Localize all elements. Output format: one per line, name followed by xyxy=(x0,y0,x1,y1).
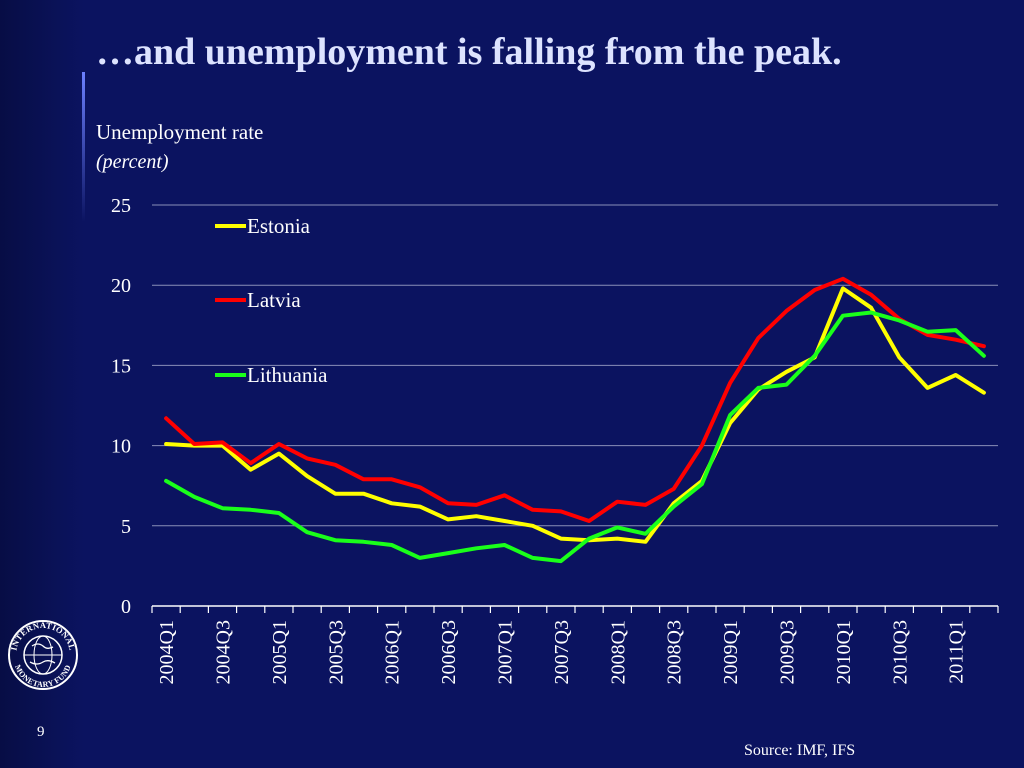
x-axis: 2004Q1 2004Q3 2005Q1 2005Q3 2006Q1 2006Q3 2007… xyxy=(151,605,999,684)
x-tick-label-2004Q3: 2004Q3 xyxy=(213,620,235,684)
x-tick-label-2008Q3: 2008Q3 xyxy=(664,620,686,684)
legend: Estonia Latvia Lithuania xyxy=(215,214,328,387)
source-note: Source: IMF, IFS xyxy=(744,742,856,759)
series-line-lithuania xyxy=(164,310,986,564)
x-tick-label-2010Q1: 2010Q1 xyxy=(833,620,855,684)
legend-label-estonia: Estonia xyxy=(247,214,311,238)
left-accent-rule xyxy=(82,72,85,222)
legend-label-latvia: Latvia xyxy=(247,288,301,312)
x-tick-label-2007Q3: 2007Q3 xyxy=(551,620,573,684)
svg-text:MONETARY FUND: MONETARY FUND xyxy=(13,663,73,689)
page-number: 9 xyxy=(37,724,45,740)
chart-unit-label: (percent) xyxy=(96,151,169,173)
x-tick-label-2007Q1: 2007Q1 xyxy=(495,620,517,684)
series-lines xyxy=(164,276,986,564)
x-tick-label-2008Q1: 2008Q1 xyxy=(607,620,629,684)
y-tick-label-10: 10 xyxy=(111,436,131,458)
series-line-estonia xyxy=(164,286,986,544)
x-tick-label-2009Q1: 2009Q1 xyxy=(720,620,742,684)
x-tick-label-2010Q3: 2010Q3 xyxy=(889,620,911,684)
y-tick-label-5: 5 xyxy=(121,516,131,538)
left-decor-band xyxy=(0,0,84,768)
page-title: …and unemployment is falling from the pe… xyxy=(96,31,842,73)
series-line-latvia xyxy=(164,276,986,523)
y-tick-label-0: 0 xyxy=(121,596,131,618)
x-tick-label-2005Q3: 2005Q3 xyxy=(325,620,347,684)
x-tick-label-2011Q1: 2011Q1 xyxy=(946,620,968,684)
chart-title: Unemployment rate xyxy=(96,120,264,144)
x-tick-label-2006Q3: 2006Q3 xyxy=(438,620,460,684)
y-tick-label-25: 25 xyxy=(111,195,131,217)
x-tick-label-2009Q3: 2009Q3 xyxy=(777,620,799,684)
y-tick-label-20: 20 xyxy=(111,275,131,297)
x-tick-label-2004Q1: 2004Q1 xyxy=(156,620,178,684)
imf-seal-logo: INTERNATIONAL MONETARY FUND xyxy=(8,620,78,690)
x-tick-label-2005Q1: 2005Q1 xyxy=(269,620,291,684)
y-tick-label-15: 15 xyxy=(111,355,131,377)
x-tick-label-2006Q1: 2006Q1 xyxy=(382,620,404,684)
grid-lines: 0 5 10 15 20 25 xyxy=(111,195,998,618)
legend-label-lithuania: Lithuania xyxy=(247,363,328,387)
